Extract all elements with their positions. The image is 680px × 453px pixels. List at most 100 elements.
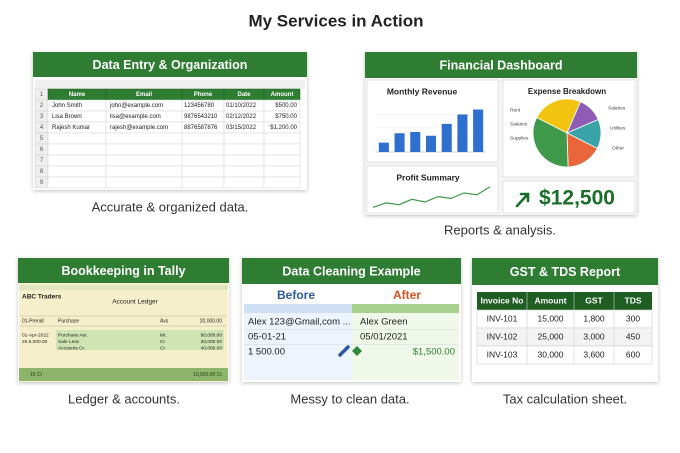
caption: Tax calculation sheet. bbox=[503, 391, 627, 406]
caption: Reports & analysis. bbox=[444, 222, 556, 237]
card-title: GST & TDS Report bbox=[510, 265, 621, 279]
after-label: After bbox=[393, 288, 421, 302]
sheet-header: Email bbox=[136, 92, 152, 98]
before-column bbox=[244, 304, 352, 380]
ledger-cell: 90,000.00 bbox=[201, 332, 223, 338]
sheet-cell bbox=[181, 176, 225, 189]
total-amount: $12,500 bbox=[539, 187, 615, 210]
table-cell: 15,000 bbox=[538, 313, 564, 323]
ledger-footer bbox=[19, 368, 228, 381]
before-label: Before bbox=[277, 288, 315, 302]
card-header bbox=[242, 258, 461, 284]
ledger-cell: 01-Apr-2022 bbox=[22, 332, 49, 338]
ledger-footer-text: 15 Cr bbox=[30, 372, 43, 378]
sheet-cell bbox=[223, 176, 265, 189]
sheet-cell-text: 9876543210 bbox=[184, 114, 218, 120]
sheet-cell-text: 123456780 bbox=[184, 103, 215, 109]
sheet-cell bbox=[263, 143, 301, 156]
sheet-cell-text: 03/15/2022 bbox=[226, 125, 257, 131]
row-number: 3 bbox=[40, 114, 44, 120]
ledger-cell: Purchase Aer. bbox=[58, 332, 88, 338]
sheet-cell bbox=[47, 165, 107, 178]
pie-slice bbox=[532, 117, 569, 168]
bar bbox=[394, 133, 405, 152]
ledger-cell: Cr bbox=[160, 339, 165, 345]
sheet-cell-text: $1,200.00 bbox=[270, 125, 297, 131]
pie-slice bbox=[536, 98, 582, 134]
table-cell: 600 bbox=[626, 349, 640, 359]
sheet-cell bbox=[223, 154, 265, 167]
table-header-text: GST bbox=[585, 295, 603, 305]
pencil-icon bbox=[338, 345, 350, 357]
table-cell: 450 bbox=[626, 331, 640, 341]
sheet-header: Name bbox=[69, 92, 86, 98]
table-cell: INV-103 bbox=[487, 349, 518, 359]
after-column bbox=[352, 304, 459, 380]
sheet-cell bbox=[105, 154, 183, 167]
table-row bbox=[476, 345, 653, 365]
sheet-cell bbox=[181, 132, 225, 145]
sheet-cell-text: rajesh@example.com bbox=[110, 125, 168, 131]
diamond-icon bbox=[352, 346, 362, 356]
ledger-header: Avs bbox=[160, 318, 169, 324]
caption: Ledger & accounts. bbox=[68, 391, 180, 406]
ledger-cell: Accounts Cr. bbox=[58, 345, 85, 351]
ledger-footer-text: 10,000.00 Cr bbox=[193, 372, 222, 378]
sheet-topbar bbox=[35, 80, 305, 89]
ledger-cell: Cr bbox=[160, 345, 165, 351]
pie-label: Utilities bbox=[610, 125, 626, 131]
sheet-cell bbox=[105, 176, 183, 189]
sheet-cell-text: $500.00 bbox=[275, 103, 297, 109]
panel-title: Profit Summary bbox=[396, 172, 460, 182]
before-cell: Alex 123@Gmail,com ... bbox=[248, 317, 351, 328]
table-cell: INV-101 bbox=[487, 313, 518, 323]
table-cell: 25,000 bbox=[538, 331, 564, 341]
sheet-cell bbox=[263, 165, 301, 178]
table-header bbox=[477, 292, 652, 310]
caption: Messy to clean data. bbox=[290, 391, 409, 406]
pie-label: Rent bbox=[510, 107, 521, 113]
pie-label: Other bbox=[612, 145, 624, 151]
ledger-cell: Sale Less bbox=[58, 339, 80, 345]
ledger-cell: 30,000.00 bbox=[201, 339, 223, 345]
ledger-header: Purchase bbox=[58, 318, 79, 324]
before-strip bbox=[244, 304, 352, 313]
card-header bbox=[472, 258, 658, 285]
sheet-cell bbox=[105, 165, 183, 178]
card-title: Bookkeeping in Tally bbox=[61, 264, 185, 278]
ledger-strip bbox=[19, 285, 228, 290]
sheet-cell bbox=[105, 132, 183, 145]
sheet-cell bbox=[263, 154, 301, 167]
ledger-title: Account Ledger bbox=[112, 299, 158, 306]
after-cell: 05/01/2021 bbox=[360, 332, 408, 343]
card-title: Financial Dashboard bbox=[440, 58, 563, 72]
pie-label: Salaries bbox=[608, 105, 626, 111]
table-cell: 300 bbox=[626, 313, 640, 323]
page-title: My Services in Action bbox=[248, 11, 423, 30]
caption: Accurate & organized data. bbox=[92, 199, 249, 214]
after-strip bbox=[352, 304, 459, 313]
ledger-cell: 40,000.00 bbox=[201, 345, 223, 351]
bar bbox=[425, 135, 437, 152]
sheet-cell bbox=[47, 143, 107, 156]
sheet-cell bbox=[223, 143, 265, 156]
before-cell: 05-01-21 bbox=[248, 332, 286, 343]
bar bbox=[441, 123, 452, 152]
sheet-cell-text: john@example.com bbox=[109, 103, 163, 109]
sheet-header: Amount bbox=[271, 92, 294, 98]
row-number: 2 bbox=[40, 103, 44, 109]
card-header bbox=[18, 258, 229, 283]
row-number: 5 bbox=[40, 136, 44, 142]
sheet-cell bbox=[47, 132, 107, 145]
sheet-cell-text: Rajesh Kumar bbox=[52, 125, 90, 131]
sheet-header: Date bbox=[237, 92, 251, 98]
table-cell: INV-102 bbox=[487, 331, 518, 341]
row-number: 6 bbox=[40, 147, 44, 153]
ledger-highlight bbox=[56, 330, 224, 350]
before-cell: 1 500.00 bbox=[248, 347, 285, 358]
ledger-header: 01-Prenid bbox=[22, 318, 44, 324]
sheet-cell bbox=[181, 154, 225, 167]
card-title: Data Cleaning Example bbox=[282, 264, 420, 278]
sheet-cell bbox=[47, 176, 107, 189]
